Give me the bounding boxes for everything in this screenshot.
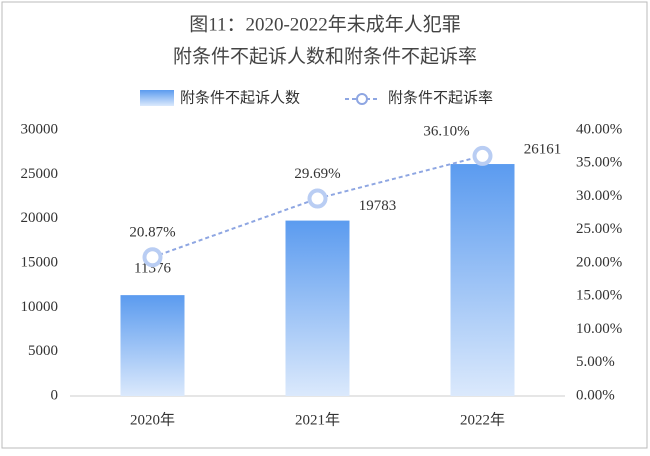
- bar: [285, 220, 350, 396]
- x-tick-label: 2022年: [460, 411, 505, 428]
- y2-tick-label: 40.00%: [576, 121, 622, 137]
- y2-tick-label: 5.00%: [576, 354, 615, 370]
- y-tick-label: 5000: [28, 343, 58, 359]
- legend-label: 附条件不起诉率: [388, 89, 493, 106]
- legend: 附条件不起诉人数 附条件不起诉率: [140, 89, 493, 106]
- y-tick-label: 20000: [21, 210, 59, 226]
- legend-label: 附条件不起诉人数: [180, 89, 300, 106]
- line-marker: [142, 247, 163, 268]
- line-value-label: 29.69%: [294, 166, 340, 182]
- y-tick-label: 10000: [21, 299, 59, 315]
- bar-value-label: 26161: [524, 141, 562, 157]
- y2-tick-label: 10.00%: [576, 321, 622, 337]
- legend-swatch: [140, 90, 174, 106]
- legend-marker: [356, 93, 368, 105]
- y2-tick-label: 15.00%: [576, 288, 622, 304]
- chart-subtitle: 附条件不起诉人数和附条件不起诉率: [173, 45, 477, 67]
- line-marker: [307, 188, 328, 209]
- bar: [120, 295, 185, 396]
- line-value-label: 36.10%: [423, 123, 469, 139]
- x-tick-label: 2021年: [295, 411, 340, 428]
- y-tick-label: 25000: [21, 166, 59, 182]
- y2-tick-label: 0.00%: [576, 387, 615, 403]
- bar-value-label: 19783: [359, 198, 397, 214]
- y2-tick-label: 30.00%: [576, 188, 622, 204]
- y-tick-label: 30000: [21, 121, 59, 137]
- bar: [450, 164, 515, 396]
- line-value-label: 20.87%: [129, 225, 175, 241]
- y2-tick-label: 25.00%: [576, 221, 622, 237]
- y-tick-label: 15000: [21, 254, 59, 270]
- y-tick-label: 0: [51, 387, 59, 403]
- y2-tick-label: 35.00%: [576, 155, 622, 171]
- line-marker: [472, 145, 493, 166]
- y2-tick-label: 20.00%: [576, 254, 622, 270]
- chart-title: 图11：2020-2022年未成年人犯罪: [189, 13, 461, 35]
- x-tick-label: 2020年: [130, 411, 175, 428]
- bar-value-label: 11376: [134, 261, 171, 277]
